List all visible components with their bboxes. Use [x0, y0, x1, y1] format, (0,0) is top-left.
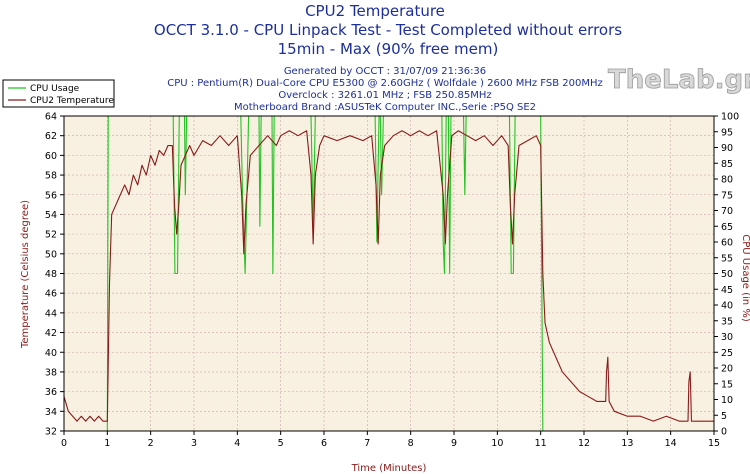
y-right-tick-label-18: 90 — [721, 143, 733, 154]
axis-ticks: 0 1 2 3 4 5 6 7 8 9 10 11 12 13 14 15323436384042444648… — [45, 112, 739, 450]
series-line-cpu2-temperature — [63, 130, 714, 422]
legend-box — [2, 79, 115, 108]
y-right-tick-label-10: 50 — [721, 269, 733, 280]
y-axis-right-label: CPU Usage (in %) — [740, 234, 750, 322]
y-right-tick-label-14: 70 — [721, 206, 733, 217]
x-tick-label-7: 7 — [364, 438, 370, 449]
y-left-tick-label-1: 34 — [45, 407, 57, 418]
x-tick-label-15: 15 — [708, 438, 720, 449]
x-tick-label-10: 10 — [491, 438, 503, 449]
x-tick-label-8: 8 — [408, 438, 414, 449]
x-tick-label-1: 1 — [104, 438, 110, 449]
y-right-tick-label-3: 15 — [721, 379, 733, 390]
x-tick-label-9: 9 — [451, 438, 457, 449]
y-right-tick-label-12: 60 — [721, 238, 733, 249]
y-left-tick-label-3: 38 — [45, 367, 57, 378]
y-right-tick-label-0: 0 — [721, 427, 727, 438]
watermark-logo: TheLab.gr — [608, 65, 750, 95]
y-left-tick-label-9: 50 — [45, 249, 57, 260]
x-axis-label: Time (Minutes) — [351, 463, 427, 474]
y-left-tick-label-6: 44 — [45, 308, 57, 319]
y-left-tick-label-11: 54 — [45, 210, 57, 221]
y-right-tick-label-2: 10 — [721, 395, 733, 406]
y-left-tick-label-5: 42 — [45, 328, 57, 339]
y-left-tick-label-4: 40 — [45, 348, 57, 359]
y-right-tick-label-7: 35 — [721, 316, 733, 327]
x-tick-label-0: 0 — [61, 438, 67, 449]
y-left-tick-label-14: 60 — [45, 151, 57, 162]
x-tick-label-2: 2 — [148, 438, 154, 449]
chart-subtitle-2: 15min - Max (90% free mem) — [278, 40, 499, 58]
legend-label-temperature: CPU2 Temperature — [30, 96, 114, 106]
y-right-tick-label-11: 55 — [721, 253, 733, 264]
info-motherboard: Motherboard Brand :ASUSTeK Computer INC.… — [234, 102, 536, 113]
info-cpu: CPU : Pentium(R) Dual-Core CPU E5300 @ 2… — [167, 78, 603, 89]
y-right-tick-label-9: 45 — [721, 285, 733, 296]
x-tick-label-5: 5 — [278, 438, 284, 449]
y-right-tick-label-17: 85 — [721, 159, 733, 170]
chart-title: CPU2 Temperature — [305, 2, 445, 20]
legend-label-cpu-usage: CPU Usage — [30, 84, 80, 94]
y-left-tick-label-2: 36 — [45, 387, 57, 398]
y-right-tick-label-15: 75 — [721, 190, 733, 201]
info-generated: Generated by OCCT : 31/07/09 21:36:36 — [284, 66, 486, 77]
x-tick-label-6: 6 — [321, 438, 327, 449]
y-left-tick-label-16: 64 — [45, 112, 57, 123]
x-tick-label-13: 13 — [621, 438, 633, 449]
x-tick-label-12: 12 — [578, 438, 590, 449]
y-left-tick-label-13: 58 — [45, 171, 57, 182]
y-right-tick-label-19: 95 — [721, 127, 733, 138]
info-overclock: Overclock : 3261.01 MHz ; FSB 250.85MHz — [278, 90, 491, 101]
y-left-tick-label-15: 62 — [45, 131, 57, 142]
y-right-tick-label-1: 5 — [721, 411, 727, 422]
y-right-tick-label-4: 20 — [721, 364, 733, 375]
legend: CPU Usage CPU2 Temperature — [2, 79, 115, 108]
y-left-tick-label-0: 32 — [45, 427, 57, 438]
y-axis-left-label: Temperature (Celsius degree) — [20, 200, 31, 349]
x-tick-label-3: 3 — [191, 438, 197, 449]
y-right-tick-label-13: 65 — [721, 222, 733, 233]
y-left-tick-label-8: 48 — [45, 269, 57, 280]
y-right-tick-label-8: 40 — [721, 301, 733, 312]
y-right-tick-label-5: 25 — [721, 348, 733, 359]
x-tick-label-4: 4 — [234, 438, 240, 449]
chart-subtitle-1: OCCT 3.1.0 - CPU Linpack Test - Test Com… — [154, 21, 622, 39]
x-tick-label-11: 11 — [535, 438, 547, 449]
y-right-tick-label-6: 30 — [721, 332, 733, 343]
y-right-tick-label-16: 80 — [721, 175, 733, 186]
y-left-tick-label-7: 46 — [45, 289, 57, 300]
y-right-tick-label-20: 100 — [721, 112, 739, 123]
x-tick-label-14: 14 — [665, 438, 677, 449]
y-left-tick-label-12: 56 — [45, 190, 57, 201]
y-left-tick-label-10: 52 — [45, 230, 57, 241]
